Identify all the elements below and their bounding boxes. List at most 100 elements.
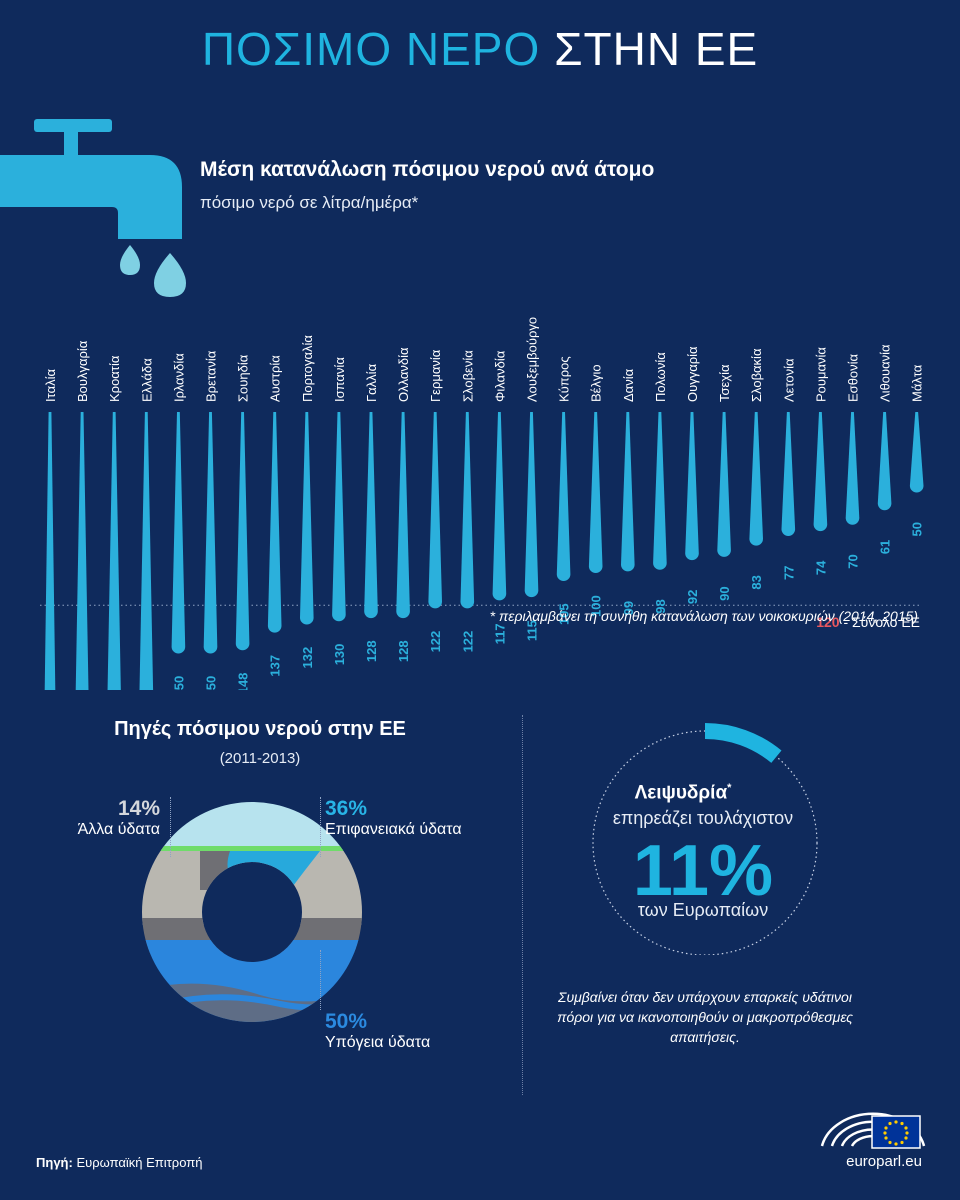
drop-bar [749,412,763,546]
country-label: Σλοβενία [460,350,475,402]
page-title: ΠΟΣΙΜΟ ΝΕΡΟ ΣΤΗΝ ΕΕ [0,22,960,76]
country-label: Λετονία [781,358,796,402]
surface-water-pct: 36% [325,797,368,820]
country-label: Τσεχία [717,364,732,402]
value-label: 137 [268,655,283,677]
country-label: Ιταλία [43,369,58,402]
european-parliament-logo [820,1112,926,1149]
water-stress-asterisk: * [727,782,732,794]
country-label: Σουηδία [236,354,251,402]
country-label: Κροατία [107,355,122,402]
water-stress-percent: 11% [632,831,774,911]
drop-bar [44,412,56,690]
value-label: 122 [428,631,443,653]
country-label: Σλοβακία [749,348,764,402]
consumption-chart: Ιταλία243Βουλγαρία191Κροατία182Ελλάδα177… [40,317,925,690]
other-water-label: Άλλα ύδατα [77,821,160,838]
country-label: Βουλγαρία [75,340,90,402]
leader-line-other [170,797,171,857]
value-label: 100 [589,595,604,617]
drop-bar [235,412,250,651]
value-label: 77 [781,566,796,580]
eu-average-text: - Σύνολο ΕΕ [843,614,920,630]
water-stress-circle [592,723,818,955]
water-stress-line1: επηρεάζει τουλάχιστον [612,808,794,828]
water-stress-word: Λειψυδρία [634,782,728,804]
section-divider [522,715,523,1095]
drop-bar [300,412,314,625]
country-label: Ιρλανδία [171,353,186,402]
value-label: 117 [492,623,507,644]
surface-water-edge [142,846,362,851]
value-label: 61 [878,540,893,554]
value-label: 74 [813,560,828,575]
country-label: Βέλγιο [589,364,604,402]
drop-bar [396,412,410,619]
drop-bar [685,412,699,561]
site-url: europarl.eu [846,1153,922,1170]
value-label: 130 [332,644,347,666]
country-label: Ολλανδία [396,347,411,402]
surface-water-legend: 36% Επιφανειακά ύδατα [325,797,462,839]
title-part-1: ΠΟΣΙΜΟ ΝΕΡΟ [201,23,541,75]
leader-line-surface [320,797,321,857]
chart-title: Μέση κατανάλωση πόσιμου νερού ανά άτομο [200,158,655,181]
country-label: Ισπανία [332,357,347,402]
drop-bar [364,412,378,619]
sources-title: Πηγές πόσιμου νερού στην ΕΕ [114,718,406,740]
value-label: 70 [846,554,861,568]
eu-average-value: 120 [816,614,843,630]
drop-bar [845,412,860,525]
drop-bar [492,412,507,601]
drop-bar [653,412,667,570]
country-label: Γερμανία [428,349,443,402]
faucet-icon [0,119,186,297]
drop-bar [717,412,731,557]
drop-bar [203,412,218,654]
drop-bar [556,412,571,582]
drop-bar [332,412,346,622]
drop-bar [909,412,924,493]
drop-bar [781,412,796,536]
drop-bar [75,412,89,690]
drop-bar [813,412,828,532]
drop-bar [107,412,121,690]
water-stress-headline: Λειψυδρία* [588,782,778,804]
country-label: Φιλανδία [492,350,507,402]
drop-bar [460,412,475,609]
value-label: 50 [910,522,925,536]
drop-bar [588,412,603,573]
sources-years: (2011-2013) [219,750,301,767]
value-label: 105 [557,603,572,625]
value-label: 128 [364,640,379,662]
title-part-2: ΣΤΗΝ ΕΕ [554,23,759,75]
value-label: 150 [204,676,219,690]
country-label: Λιθουανία [878,344,893,402]
country-label: Αυστρία [268,355,283,402]
chart-footnote: * περιλαμβάνει τη συνήθη κατανάλωση των … [489,608,918,624]
other-water-slice [142,851,362,925]
value-label: 150 [171,676,186,690]
drop-bar [171,412,186,654]
drop-bar [877,412,892,511]
groundwater-label: Υπόγεια ύδατα [325,1034,431,1051]
surface-water-label: Επιφανειακά ύδατα [325,821,462,838]
leader-line-ground [320,950,321,1010]
country-label: Βρετανία [204,350,219,402]
country-label: Κύπρος [557,356,572,402]
value-label: 90 [717,586,732,600]
country-label: Ελλάδα [139,358,154,402]
country-label: Ρουμανία [813,347,828,402]
drop-bar [139,412,154,690]
value-label: 132 [300,647,315,669]
value-label: 115 [525,620,540,641]
source-label: Πηγή: [36,1155,73,1170]
other-water-pct: 14% [117,797,160,820]
water-stress-arc [704,723,782,764]
water-stress-line2: των Ευρωπαίων [637,900,769,920]
value-label: 148 [236,673,251,690]
country-label: Ουγγαρία [685,346,700,402]
source-text: Ευρωπαϊκή Επιτροπή [76,1155,203,1170]
country-label: Εσθονία [846,353,861,402]
drop-bar [524,412,539,598]
